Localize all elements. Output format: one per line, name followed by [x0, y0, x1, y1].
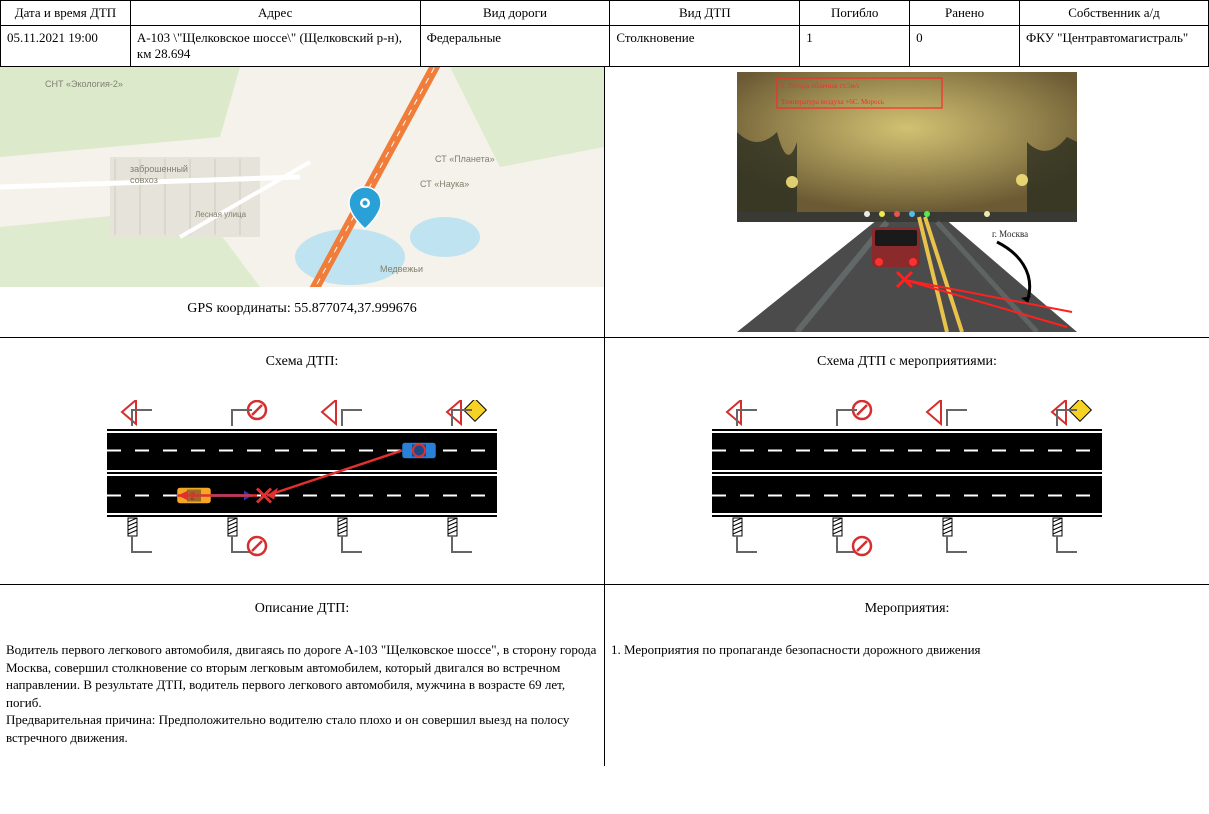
header-col: Погибло [800, 1, 910, 26]
description-title: Описание ДТП: [4, 601, 600, 617]
cell-accident-type: Столкновение [610, 26, 800, 67]
cell-road-type: Федеральные [420, 26, 610, 67]
svg-text:совхоз: совхоз [130, 175, 158, 185]
cell-injured: 0 [910, 26, 1020, 67]
scheme-right-title: Схема ДТП с мероприятиями: [605, 354, 1209, 370]
description-cell: Описание ДТП: Водитель первого легкового… [0, 585, 605, 766]
accident-header-table: Дата и время ДТПАдресВид дорогиВид ДТППо… [0, 0, 1209, 67]
header-col: Адрес [130, 1, 420, 26]
svg-text:Медвежьи: Медвежьи [380, 264, 423, 274]
measures-title: Мероприятия: [609, 601, 1205, 617]
svg-text:1. Погода облачная ст.5м/с: 1. Погода облачная ст.5м/с [781, 82, 860, 90]
cell-address: А-103 \"Щелковское шоссе\" (Щелковский р… [130, 26, 420, 67]
gps-coordinates: GPS координаты: 55.877074,37.999676 [0, 287, 604, 327]
header-col: Дата и время ДТП [1, 1, 131, 26]
header-row: Дата и время ДТПАдресВид дорогиВид ДТППо… [1, 1, 1209, 26]
schemes-row: Схема ДТП: 2 Схема ДТП с мероприятиями: [0, 338, 1209, 585]
cell-owner: ФКУ "Центравтомагистраль" [1020, 26, 1209, 67]
header-col: Вид ДТП [610, 1, 800, 26]
svg-text:Температура воздуха +6С. Морос: Температура воздуха +6С. Морось [781, 98, 884, 106]
svg-text:СТ «Наука»: СТ «Наука» [420, 179, 469, 189]
scene-photo: г. Москва 1. Погода облачная ст.5м/с Темпе… [737, 72, 1077, 332]
description-body: Водитель первого легкового автомобиля, д… [4, 641, 600, 746]
scheme-left-cell: Схема ДТП: 2 [0, 338, 605, 584]
map-cell: СНТ «Экология-2» заброшенныйсовхоз Лесная … [0, 67, 605, 337]
svg-text:СТ «Планета»: СТ «Планета» [435, 154, 495, 164]
description-row: Описание ДТП: Водитель первого легкового… [0, 585, 1209, 766]
svg-text:СНТ «Экология-2»: СНТ «Экология-2» [45, 79, 123, 89]
header-col: Собственник а/д [1020, 1, 1209, 26]
svg-text:заброшенный: заброшенный [130, 164, 188, 174]
header-col: Вид дороги [420, 1, 610, 26]
measures-cell: Мероприятия: 1. Мероприятия по пропаганд… [605, 585, 1209, 766]
data-row: 05.11.2021 19:00 А-103 \"Щелковское шосс… [1, 26, 1209, 67]
scheme-left-diagram: 2 [102, 400, 502, 564]
svg-text:г. Москва: г. Москва [992, 229, 1028, 239]
photo-cell: г. Москва 1. Погода облачная ст.5м/с Темпе… [605, 67, 1209, 337]
scheme-right-diagram [707, 400, 1107, 564]
cell-datetime: 05.11.2021 19:00 [1, 26, 131, 67]
svg-text:Лесная улица: Лесная улица [195, 210, 247, 219]
map-canvas: СНТ «Экология-2» заброшенныйсовхоз Лесная … [0, 67, 604, 287]
measures-body: 1. Мероприятия по пропаганде безопасност… [609, 641, 1205, 659]
map-photo-row: СНТ «Экология-2» заброшенныйсовхоз Лесная … [0, 67, 1209, 338]
scheme-right-cell: Схема ДТП с мероприятиями: [605, 338, 1209, 584]
header-col: Ранено [910, 1, 1020, 26]
cell-deaths: 1 [800, 26, 910, 67]
svg-text:2: 2 [190, 492, 195, 503]
scheme-left-title: Схема ДТП: [0, 354, 604, 370]
